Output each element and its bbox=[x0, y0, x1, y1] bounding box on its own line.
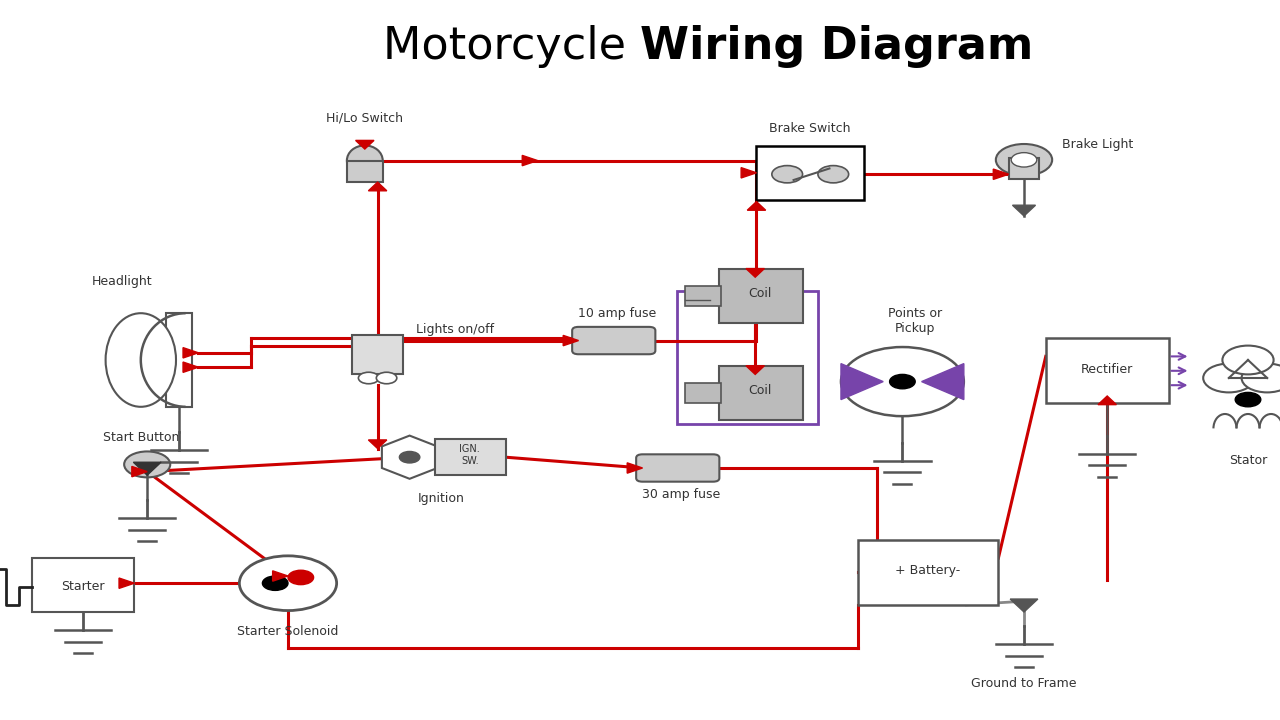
Polygon shape bbox=[1012, 205, 1036, 216]
Text: Brake Switch: Brake Switch bbox=[769, 122, 851, 135]
Text: 30 amp fuse: 30 amp fuse bbox=[641, 488, 721, 501]
Polygon shape bbox=[132, 467, 147, 477]
Text: Stator: Stator bbox=[1229, 454, 1267, 467]
Circle shape bbox=[818, 166, 849, 183]
Ellipse shape bbox=[347, 145, 383, 176]
Text: Coil: Coil bbox=[749, 287, 772, 300]
Text: Motorcycle: Motorcycle bbox=[383, 25, 640, 68]
Circle shape bbox=[124, 451, 170, 477]
Text: IGN.
SW.: IGN. SW. bbox=[460, 444, 480, 466]
FancyBboxPatch shape bbox=[858, 540, 998, 605]
Circle shape bbox=[239, 556, 337, 611]
Circle shape bbox=[358, 372, 379, 384]
Polygon shape bbox=[1010, 599, 1038, 612]
FancyBboxPatch shape bbox=[685, 383, 721, 403]
FancyBboxPatch shape bbox=[1046, 338, 1169, 403]
FancyBboxPatch shape bbox=[32, 558, 134, 612]
FancyBboxPatch shape bbox=[756, 146, 864, 200]
FancyBboxPatch shape bbox=[572, 327, 655, 354]
Polygon shape bbox=[746, 269, 764, 277]
Text: Coil: Coil bbox=[749, 384, 772, 397]
Polygon shape bbox=[183, 362, 198, 372]
Polygon shape bbox=[841, 364, 883, 400]
Text: Wiring Diagram: Wiring Diagram bbox=[640, 25, 1033, 68]
Circle shape bbox=[399, 451, 420, 463]
FancyBboxPatch shape bbox=[719, 269, 803, 323]
FancyBboxPatch shape bbox=[636, 454, 719, 482]
Text: Ignition: Ignition bbox=[419, 492, 465, 505]
Polygon shape bbox=[273, 571, 288, 581]
Circle shape bbox=[996, 144, 1052, 176]
Text: Start Button: Start Button bbox=[102, 431, 179, 444]
Circle shape bbox=[376, 372, 397, 384]
FancyBboxPatch shape bbox=[1009, 158, 1039, 179]
Polygon shape bbox=[183, 348, 198, 358]
FancyBboxPatch shape bbox=[352, 335, 403, 374]
FancyBboxPatch shape bbox=[719, 366, 803, 420]
Text: Hi/Lo Switch: Hi/Lo Switch bbox=[326, 112, 403, 125]
FancyBboxPatch shape bbox=[166, 313, 192, 407]
Text: Lights on/off: Lights on/off bbox=[416, 323, 494, 336]
Polygon shape bbox=[369, 440, 387, 449]
Text: 10 amp fuse: 10 amp fuse bbox=[577, 307, 657, 320]
Circle shape bbox=[1242, 364, 1280, 392]
Text: + Battery-: + Battery- bbox=[896, 564, 960, 577]
Polygon shape bbox=[522, 156, 538, 166]
Text: Rectifier: Rectifier bbox=[1082, 363, 1133, 376]
Ellipse shape bbox=[106, 313, 177, 407]
FancyBboxPatch shape bbox=[435, 439, 506, 475]
Circle shape bbox=[1011, 153, 1037, 167]
Polygon shape bbox=[1098, 396, 1116, 405]
Polygon shape bbox=[381, 436, 438, 479]
Circle shape bbox=[841, 347, 964, 416]
Circle shape bbox=[288, 570, 314, 585]
Text: Points or
Pickup: Points or Pickup bbox=[888, 307, 942, 335]
Circle shape bbox=[262, 576, 288, 590]
Polygon shape bbox=[133, 462, 161, 475]
Polygon shape bbox=[563, 336, 579, 346]
Text: Brake Light: Brake Light bbox=[1062, 138, 1134, 150]
Polygon shape bbox=[741, 168, 756, 178]
Polygon shape bbox=[922, 364, 964, 400]
Polygon shape bbox=[356, 140, 374, 149]
Polygon shape bbox=[748, 202, 765, 210]
Polygon shape bbox=[119, 578, 134, 588]
Text: Starter Solenoid: Starter Solenoid bbox=[237, 625, 339, 638]
Text: Starter: Starter bbox=[61, 580, 105, 593]
Circle shape bbox=[772, 166, 803, 183]
Circle shape bbox=[1222, 346, 1274, 374]
Polygon shape bbox=[627, 463, 643, 473]
Polygon shape bbox=[993, 169, 1009, 179]
Text: Headlight: Headlight bbox=[91, 275, 152, 288]
Polygon shape bbox=[369, 182, 387, 191]
FancyBboxPatch shape bbox=[347, 161, 383, 182]
Circle shape bbox=[1235, 392, 1261, 407]
Circle shape bbox=[1203, 364, 1254, 392]
Circle shape bbox=[890, 374, 915, 389]
FancyBboxPatch shape bbox=[685, 286, 721, 306]
Text: Ground to Frame: Ground to Frame bbox=[972, 677, 1076, 690]
Polygon shape bbox=[746, 366, 764, 374]
